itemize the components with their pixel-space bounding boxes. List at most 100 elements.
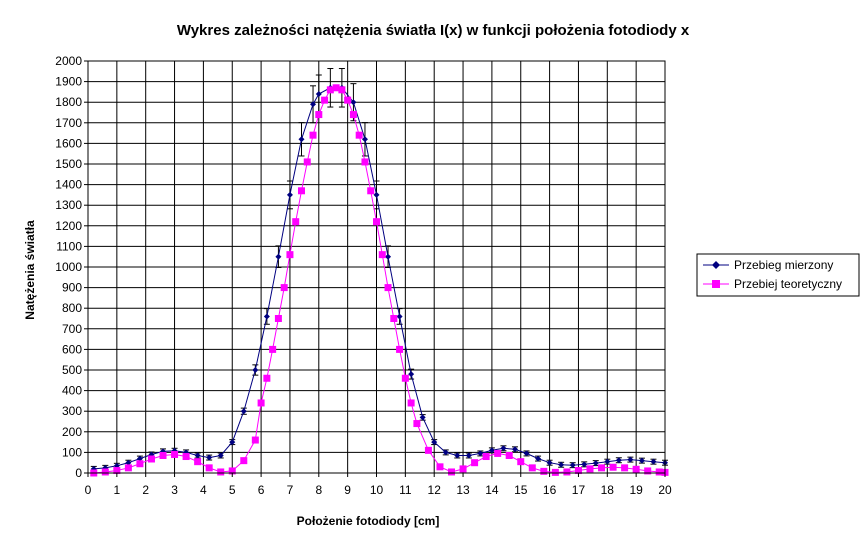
y-tick-label: 1300 — [55, 198, 82, 212]
y-tick-label: 1200 — [55, 219, 82, 233]
y-tick-label: 1100 — [56, 239, 82, 253]
data-point-measured — [240, 408, 247, 415]
y-tick-label: 200 — [62, 425, 82, 439]
data-point-theoretical — [113, 467, 121, 475]
data-point-theoretical — [257, 399, 265, 407]
data-point-theoretical — [251, 436, 259, 444]
legend-label-theoretical: Przebiej teoretyczny — [734, 277, 842, 291]
y-tick-label: 1600 — [55, 136, 82, 150]
data-point-theoretical — [540, 467, 548, 475]
x-tick-label: 18 — [601, 483, 615, 497]
y-tick-label: 1900 — [55, 75, 82, 89]
data-point-theoretical — [632, 465, 640, 473]
x-tick-label: 7 — [287, 483, 294, 497]
data-point-theoretical — [471, 459, 479, 467]
data-point-measured — [361, 136, 368, 143]
y-tick-label: 300 — [62, 404, 82, 418]
x-tick-label: 19 — [629, 483, 643, 497]
data-point-measured — [350, 99, 357, 106]
data-point-theoretical — [280, 284, 288, 292]
data-point-theoretical — [494, 449, 502, 457]
legend-marker-measured — [712, 261, 720, 269]
data-point-theoretical — [407, 399, 415, 407]
y-tick-label: 0 — [75, 466, 82, 480]
data-point-measured — [627, 456, 634, 463]
y-tick-label: 1500 — [55, 157, 82, 171]
data-point-theoretical — [517, 458, 525, 466]
x-tick-label: 12 — [428, 483, 442, 497]
data-point-theoretical — [361, 158, 369, 166]
x-tick-label: 15 — [514, 483, 528, 497]
x-tick-label: 11 — [399, 483, 412, 497]
data-point-theoretical — [644, 467, 652, 475]
data-point-theoretical — [373, 218, 380, 226]
y-tick-label: 100 — [62, 445, 82, 459]
grid — [87, 60, 666, 474]
y-tick-label: 500 — [62, 363, 82, 377]
data-point-measured — [252, 367, 259, 373]
data-point-theoretical — [263, 374, 271, 382]
data-point-measured — [385, 253, 392, 260]
data-point-measured — [523, 450, 530, 457]
data-point-measured — [511, 446, 518, 453]
x-tick-label: 6 — [258, 483, 265, 497]
x-tick-label: 9 — [344, 483, 351, 497]
data-point-measured — [546, 459, 553, 466]
y-tick-label: 700 — [62, 322, 82, 336]
y-tick-label: 1400 — [55, 178, 82, 192]
data-point-measured — [558, 461, 565, 468]
data-point-theoretical — [401, 374, 409, 382]
data-point-theoretical — [297, 187, 305, 195]
data-point-measured — [315, 90, 322, 97]
x-tick-label: 17 — [572, 483, 586, 497]
data-point-measured — [465, 452, 472, 459]
y-axis-label: Natężenia światła — [23, 220, 37, 320]
data-point-theoretical — [269, 345, 277, 353]
data-point-theoretical — [326, 86, 334, 94]
data-point-theoretical — [505, 451, 513, 459]
data-point-theoretical — [621, 464, 629, 472]
data-point-theoretical — [321, 96, 329, 104]
data-point-theoretical — [378, 251, 386, 259]
x-tick-label: 20 — [658, 483, 672, 497]
data-point-theoretical — [332, 84, 340, 92]
y-tick-label: 400 — [62, 384, 82, 398]
data-point-theoretical — [205, 464, 213, 472]
data-point-measured — [431, 439, 438, 446]
data-point-measured — [194, 452, 201, 459]
x-axis-ticks: 0 1 2 3 4 5 6 7 8 9 10 11 12 13 14 15 16 17 18 19 20 — [85, 473, 672, 497]
data-point-theoretical — [413, 420, 421, 428]
data-point-measured — [136, 455, 143, 462]
data-point-measured — [373, 191, 380, 198]
data-point-theoretical — [528, 464, 536, 472]
data-point-theoretical — [309, 131, 317, 139]
plot-area — [87, 60, 669, 477]
data-point-theoretical — [101, 468, 109, 476]
series-markers — [90, 84, 669, 477]
data-point-theoretical — [586, 465, 594, 473]
x-tick-label: 4 — [200, 483, 207, 497]
y-tick-label: 1000 — [55, 260, 82, 274]
y-tick-label: 600 — [62, 342, 82, 356]
data-point-measured — [263, 313, 270, 320]
x-tick-label: 14 — [485, 483, 499, 497]
legend-marker-theoretical — [712, 280, 720, 288]
data-point-theoretical — [315, 111, 323, 119]
data-point-theoretical — [459, 465, 467, 473]
data-point-measured — [229, 439, 236, 446]
data-point-measured — [581, 461, 588, 468]
data-point-theoretical — [482, 453, 490, 461]
x-tick-label: 5 — [229, 483, 236, 497]
legend-box — [696, 253, 860, 297]
data-point-measured — [638, 457, 645, 464]
data-point-theoretical — [217, 468, 225, 476]
data-point-theoretical — [390, 315, 398, 322]
data-point-measured — [477, 450, 484, 457]
y-tick-label: 800 — [62, 301, 82, 315]
data-point-theoretical — [563, 468, 571, 476]
data-point-measured — [535, 455, 542, 462]
data-point-theoretical — [655, 468, 663, 476]
x-tick-label: 2 — [142, 483, 149, 497]
data-point-theoretical — [240, 457, 248, 465]
